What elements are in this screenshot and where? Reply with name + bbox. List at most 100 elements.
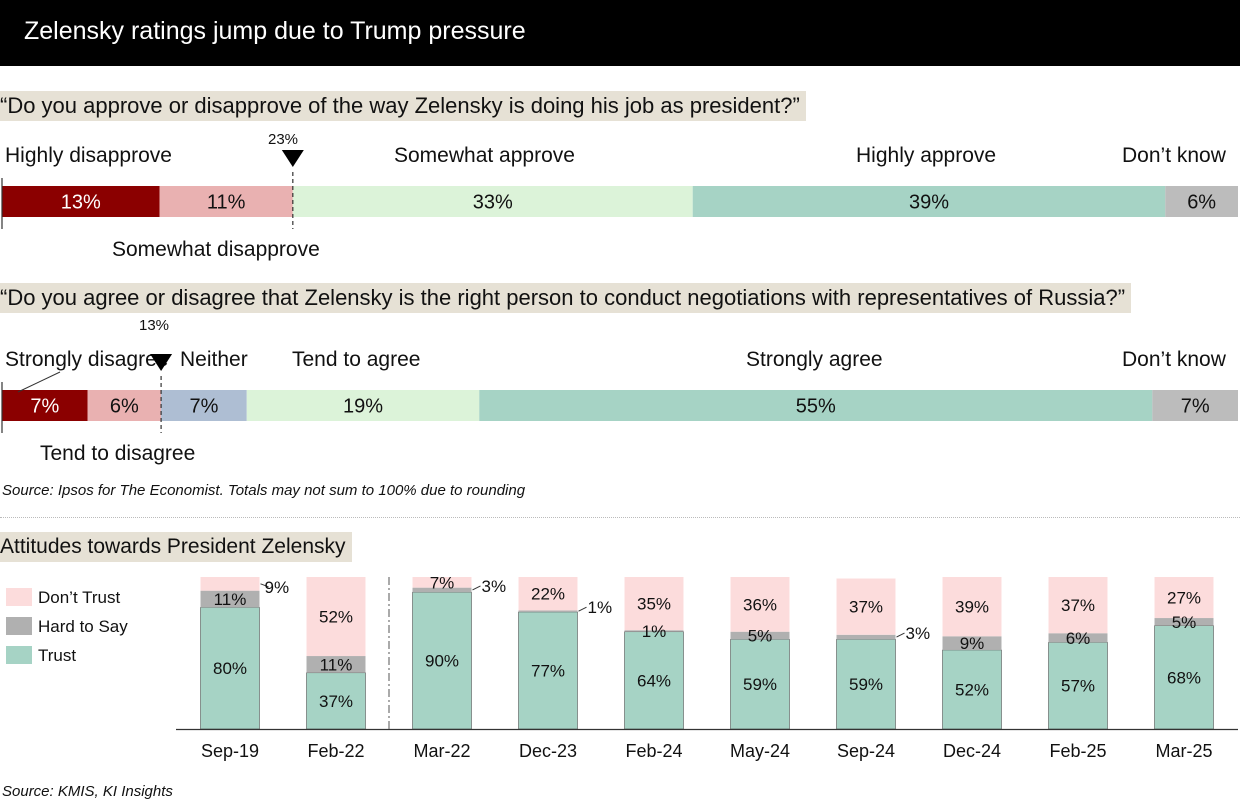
q2-value-label: 6% [110, 396, 139, 418]
x-tick-label: Mar-25 [1155, 741, 1212, 761]
bar-trust [306, 672, 366, 730]
bar-hard-to-say [836, 634, 896, 640]
bar-dont-trust-label: 37% [1061, 596, 1095, 615]
bar-hard-to-say [1154, 618, 1214, 626]
section2-title: Attitudes towards President Zelensky [0, 532, 352, 562]
bar-trust-label: 52% [955, 680, 989, 699]
q2-segment [2, 390, 88, 421]
q1-value-label: 6% [1187, 192, 1216, 214]
q2-marker-label: 13% [139, 317, 170, 334]
bar-trust-label: 59% [849, 675, 883, 694]
legend-trust: Trust [6, 646, 76, 666]
bar-trust-label: 80% [213, 659, 247, 678]
bar-trust-label: 64% [637, 671, 671, 690]
x-tick-label: Sep-24 [837, 741, 895, 761]
q1-segment [2, 186, 160, 217]
section-divider [0, 517, 1240, 518]
bar-hard-to-say [306, 656, 366, 673]
bar-trust-label: 68% [1167, 668, 1201, 687]
bar-trust-label: 90% [425, 652, 459, 671]
bar-trust [730, 639, 790, 730]
bar-dont-trust-label: 27% [1167, 589, 1201, 608]
q2-segment [161, 390, 247, 421]
q1-label-somewhat-disapprove: Somewhat disapprove [112, 238, 320, 261]
legend-hard-to-say-label: Hard to Say [38, 617, 128, 636]
q1-segment [292, 186, 693, 217]
q1-segment [692, 186, 1166, 217]
q1-question: “Do you approve or disapprove of the way… [0, 91, 806, 121]
q2-segment [87, 390, 162, 421]
bar-hard-to-say-leader [578, 606, 587, 612]
bar-dont-trust [306, 577, 366, 657]
bar-dont-trust-label: 39% [955, 598, 989, 617]
bar-hard-to-say [1048, 633, 1108, 643]
bar-dont-trust [624, 577, 684, 631]
bar-hard-to-say [624, 630, 684, 632]
q1-segment [159, 186, 293, 217]
bar-trust [624, 631, 684, 730]
bar-dont-trust-label: 36% [743, 595, 777, 614]
q2-label-dont-know: Don’t know [1122, 348, 1226, 371]
page-title: Zelensky ratings jump due to Trump press… [24, 17, 526, 45]
bar-hard-to-say-label: 11% [320, 655, 353, 674]
bar-hard-to-say-label: 9% [960, 634, 985, 653]
x-tick-label: Feb-22 [307, 741, 364, 761]
bar-dont-trust-leader [260, 583, 269, 588]
bar-hard-to-say-label: 6% [1066, 629, 1091, 648]
q2-label-neither: Neither [180, 348, 248, 371]
q2-label-strongly-agree: Strongly agree [746, 348, 883, 371]
legend-swatch-hard-to-say [6, 617, 32, 635]
q1-label-somewhat-approve: Somewhat approve [394, 144, 575, 167]
bar-dont-trust-label: 37% [849, 598, 883, 617]
bar-dont-trust-label: 9% [265, 578, 290, 597]
bar-hard-to-say-label: 11% [214, 590, 247, 609]
bar-dont-trust [518, 577, 578, 611]
bar-dont-trust-label: 52% [319, 608, 353, 627]
source-ipsos: Source: Ipsos for The Economist. Totals … [2, 482, 526, 499]
bar-trust-label: 37% [319, 692, 353, 711]
bar-trust [1154, 625, 1214, 730]
bar-dont-trust-label: 22% [531, 585, 565, 604]
q2-value-label: 55% [796, 396, 836, 418]
bar-dont-trust [1048, 577, 1108, 634]
q2-value-label: 7% [189, 396, 218, 418]
source-kmis: Source: KMIS, KI Insights [2, 783, 173, 800]
bar-hard-to-say-leader [472, 585, 481, 591]
q1-value-label: 39% [909, 192, 949, 214]
q2-label-tend-to-agree: Tend to agree [292, 348, 421, 371]
bar-dont-trust-label: 7% [430, 573, 455, 592]
bar-trust-label: 57% [1061, 677, 1095, 696]
q2-segment [479, 390, 1153, 421]
legend-dont-trust-label: Don’t Trust [38, 588, 121, 607]
bar-dont-trust-label: 35% [637, 595, 671, 614]
q2-value-label: 7% [1181, 396, 1210, 418]
bar-hard-to-say-label: 3% [906, 624, 931, 643]
bar-dont-trust [1154, 577, 1214, 619]
bar-hard-to-say [412, 587, 472, 593]
legend-dont-trust: Don’t Trust [6, 588, 120, 608]
x-tick-label: Feb-24 [625, 741, 682, 761]
q1-value-label: 13% [61, 192, 101, 214]
q1-label-highly-approve: Highly approve [856, 144, 997, 167]
q1-marker-label: 23% [268, 131, 299, 148]
legend-swatch-dont-trust [6, 588, 32, 606]
bar-dont-trust [836, 578, 896, 635]
bar-hard-to-say-label: 1% [588, 598, 613, 617]
legend-hard-to-say: Hard to Say [6, 617, 128, 637]
x-tick-label: Dec-23 [519, 741, 577, 761]
q1-segment [1165, 186, 1238, 217]
bar-hard-to-say-label: 3% [482, 577, 507, 596]
bar-hard-to-say [518, 610, 578, 612]
bar-dont-trust [412, 577, 472, 588]
bar-trust-label: 59% [743, 675, 777, 694]
bar-hard-to-say-label: 5% [748, 627, 773, 646]
bar-trust [942, 649, 1002, 730]
legend-swatch-trust [6, 646, 32, 664]
bar-hard-to-say-label: 1% [642, 622, 667, 641]
x-tick-label: Dec-24 [943, 741, 1001, 761]
q1-value-label: 11% [207, 192, 246, 214]
x-tick-label: May-24 [730, 741, 790, 761]
q1-value-label: 33% [473, 192, 513, 214]
q2-value-label: 19% [343, 396, 383, 418]
